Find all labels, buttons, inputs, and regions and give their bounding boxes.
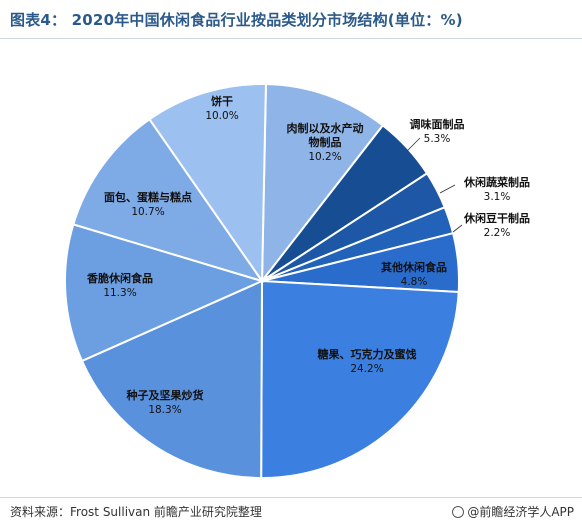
slice-value-8: 10.7% [131,206,164,218]
slice-value-3: 2.2% [484,227,511,239]
pie-slice-0 [260,83,385,284]
slice-label-0-line-1: 物制品 [309,135,342,149]
leader-line-1 [406,137,421,152]
leader-line-3 [452,224,463,233]
pie-slice-9 [148,83,267,285]
brand-credit: @前瞻经济学人APP [452,503,574,520]
footer-divider [0,497,582,498]
slice-label-1: 调味面制品 [410,117,465,131]
slice-label-8: 面包、蛋糕与糕点 [104,190,192,204]
slice-label-9: 饼干 [211,94,233,108]
slice-label-5: 糖果、巧克力及蜜饯 [318,347,417,361]
slice-label-6: 种子及坚果炒货 [126,388,204,402]
slice-value-7: 11.3% [103,287,136,299]
pie-slice-5 [260,279,460,480]
slice-label-7: 香脆休闲食品 [86,271,153,285]
slice-value-2: 3.1% [484,191,511,203]
leader-line-2 [439,184,456,194]
slice-value-9: 10.0% [205,110,238,122]
slice-label-4: 其他休闲食品 [381,260,447,274]
leader-lines [406,137,463,233]
slice-label-0-line-0: 肉制以及水产动 [287,121,364,135]
slice-label-2: 休闲蔬菜制品 [463,175,530,189]
pie-slices [64,83,460,480]
slice-value-6: 18.3% [148,404,181,416]
slice-value-1: 5.3% [424,133,451,145]
slice-value-5: 24.2% [350,363,383,375]
brand-text: @前瞻经济学人APP [467,505,574,519]
brand-logo-icon [452,506,465,518]
chart-title: 图表4： 2020年中国休闲食品行业按品类划分市场结构(单位：%) [10,11,463,29]
pie-slice-8 [72,117,265,283]
title-divider [0,38,582,39]
pie-slice-7 [64,223,265,363]
slice-value-0: 10.2% [308,151,341,163]
pie-slice-6 [80,279,264,480]
slice-value-4: 4.8% [401,276,428,288]
source-note: 资料来源：Frost Sullivan 前瞻产业研究院整理 [10,505,262,519]
slice-label-3: 休闲豆干制品 [463,211,530,225]
